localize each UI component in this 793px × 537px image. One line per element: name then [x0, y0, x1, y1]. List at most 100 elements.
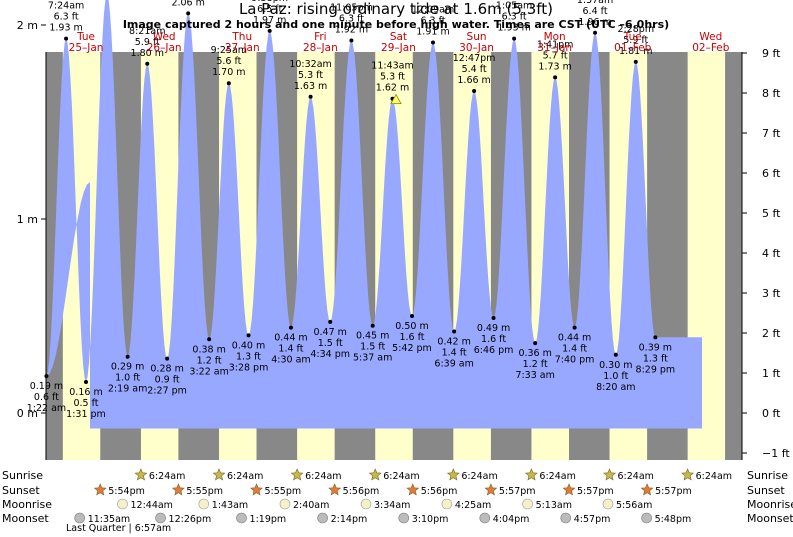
left-tick-label: 0 m — [17, 407, 38, 420]
day-date: 01–Feb — [614, 42, 652, 54]
day-name: Thu — [231, 31, 252, 43]
right-tick-label: 4 ft — [762, 247, 781, 260]
sunset-icon — [640, 483, 654, 496]
sunrise-time: 6:24am — [227, 471, 263, 482]
extreme-metres: 0.50 m — [395, 321, 428, 332]
extreme-time: 7:33 am — [515, 370, 554, 381]
extreme-time: 8:29 pm — [636, 364, 676, 375]
right-tick-label: 2 ft — [762, 327, 781, 340]
right-tick-label: 0 ft — [762, 407, 781, 420]
moonset-icon — [155, 512, 166, 524]
day-name: Sun — [467, 31, 487, 43]
tide-extreme-label: 9:58pm6.5 ft1.97 m — [251, 0, 288, 26]
moonrise-icon — [117, 498, 128, 510]
day-date: 29–Jan — [381, 42, 416, 54]
moonrise-time: 2:40am — [293, 500, 329, 511]
extreme-feet: 0.5 ft — [73, 398, 98, 409]
moonrise-time: 5:56am — [616, 500, 652, 511]
sunset-time: 5:55pm — [186, 486, 223, 497]
tide-extreme-label: 8:55pm6.8 ft2.06 m — [171, 0, 204, 8]
tide-extreme-point — [83, 379, 88, 384]
row-label-right: Moonrise — [747, 498, 793, 511]
moonrise-time: 1:43am — [212, 500, 248, 511]
tide-extreme-label: 0.42 m1.4 ft6:39 am — [434, 337, 473, 370]
extreme-metres: 0.44 m — [274, 333, 307, 344]
extreme-feet: 1.0 ft — [603, 371, 628, 382]
right-tick-label: 3 ft — [762, 287, 781, 300]
extreme-time: 9:58pm — [251, 0, 288, 4]
extreme-metres: 0.28 m — [150, 364, 183, 375]
day-date: 30–Jan — [459, 42, 494, 54]
extreme-feet: 0.9 ft — [155, 375, 180, 386]
extreme-time: 6:39 am — [434, 359, 473, 370]
day-date: 25–Jan — [69, 42, 104, 54]
moonrise-icon — [522, 498, 533, 510]
moonrise-icon — [198, 498, 210, 510]
extreme-time: 10:32am — [289, 59, 331, 70]
extreme-metres: 0.40 m — [232, 340, 265, 351]
extreme-feet: 5.9 ft — [623, 35, 648, 46]
tide-extreme-point — [370, 323, 375, 328]
tide-area — [46, 0, 702, 429]
tide-extreme-point — [145, 61, 150, 66]
tide-extreme-label: 0.44 m1.4 ft4:30 am — [271, 333, 310, 366]
extreme-feet: 6.4 ft — [583, 6, 608, 17]
moonset-time: 11:35am — [88, 514, 130, 525]
extreme-feet: 6.3 ft — [502, 12, 527, 23]
extreme-time: 4:30 am — [271, 355, 310, 366]
moonset-icon — [74, 512, 85, 524]
right-tick-label: 5 ft — [762, 207, 781, 220]
row-label-left: Moonrise — [2, 498, 52, 511]
extreme-metres: 0.49 m — [477, 323, 510, 334]
extreme-metres: 0.29 m — [111, 362, 144, 373]
extreme-time: 2:19 am — [108, 384, 147, 395]
tide-extreme-point — [328, 319, 333, 324]
extreme-time: 4:34 pm — [310, 349, 350, 360]
tide-extreme-label: 0.45 m1.5 ft5:37 am — [353, 331, 392, 364]
extreme-feet: 5.6 ft — [216, 56, 241, 67]
tide-extreme-label: 0.49 m1.6 ft6:46 pm — [474, 323, 514, 356]
extreme-metres: 1.70 m — [212, 67, 245, 78]
moonset-icon — [236, 512, 247, 524]
moonrise-time: 12:44am — [130, 500, 172, 511]
moonset-icon — [479, 512, 491, 524]
extreme-feet: 1.4 ft — [278, 344, 303, 355]
row-label-right: Moonset — [747, 512, 793, 525]
extreme-time: 11:43am — [371, 61, 413, 72]
left-tick-label: 2 m — [17, 19, 38, 32]
extreme-metres: 1.93 m — [49, 23, 82, 34]
moonrise-icon — [360, 498, 372, 510]
extreme-time: 9:25am — [211, 45, 247, 56]
extreme-feet: 6.3 ft — [54, 12, 79, 23]
extreme-metres: 1.93 m — [497, 23, 530, 34]
right-tick-label: 8 ft — [762, 87, 781, 100]
extreme-time: 2:27 pm — [147, 386, 187, 397]
sunrise-icon — [681, 468, 695, 481]
extreme-metres: 0.30 m — [599, 360, 632, 371]
tide-extreme-point — [430, 40, 435, 45]
tide-extreme-point — [553, 75, 558, 80]
day-date: 28–Jan — [303, 42, 338, 54]
moonrise-icon — [602, 498, 614, 510]
extreme-feet: 5.7 ft — [543, 50, 568, 61]
extreme-time: 8:20 am — [596, 382, 635, 393]
tide-extreme-label: 0.36 m1.2 ft7:33 am — [515, 348, 554, 381]
extreme-metres: 0.47 m — [313, 327, 346, 338]
extreme-metres: 0.42 m — [437, 337, 470, 348]
extreme-feet: 1.2 ft — [523, 359, 548, 370]
tide-extreme-point — [472, 88, 477, 93]
sunset-icon — [328, 483, 342, 496]
day-name: Tue — [623, 31, 642, 43]
day-name: Tue — [76, 31, 95, 43]
tide-extreme-label: 0.39 m1.3 ft8:29 pm — [636, 342, 676, 375]
day-name: Mon — [544, 31, 566, 43]
sunset-time: 5:57pm — [655, 486, 692, 497]
right-tick-label: 6 ft — [762, 167, 781, 180]
sunrise-icon — [290, 468, 304, 481]
tide-extreme-point — [593, 30, 598, 35]
